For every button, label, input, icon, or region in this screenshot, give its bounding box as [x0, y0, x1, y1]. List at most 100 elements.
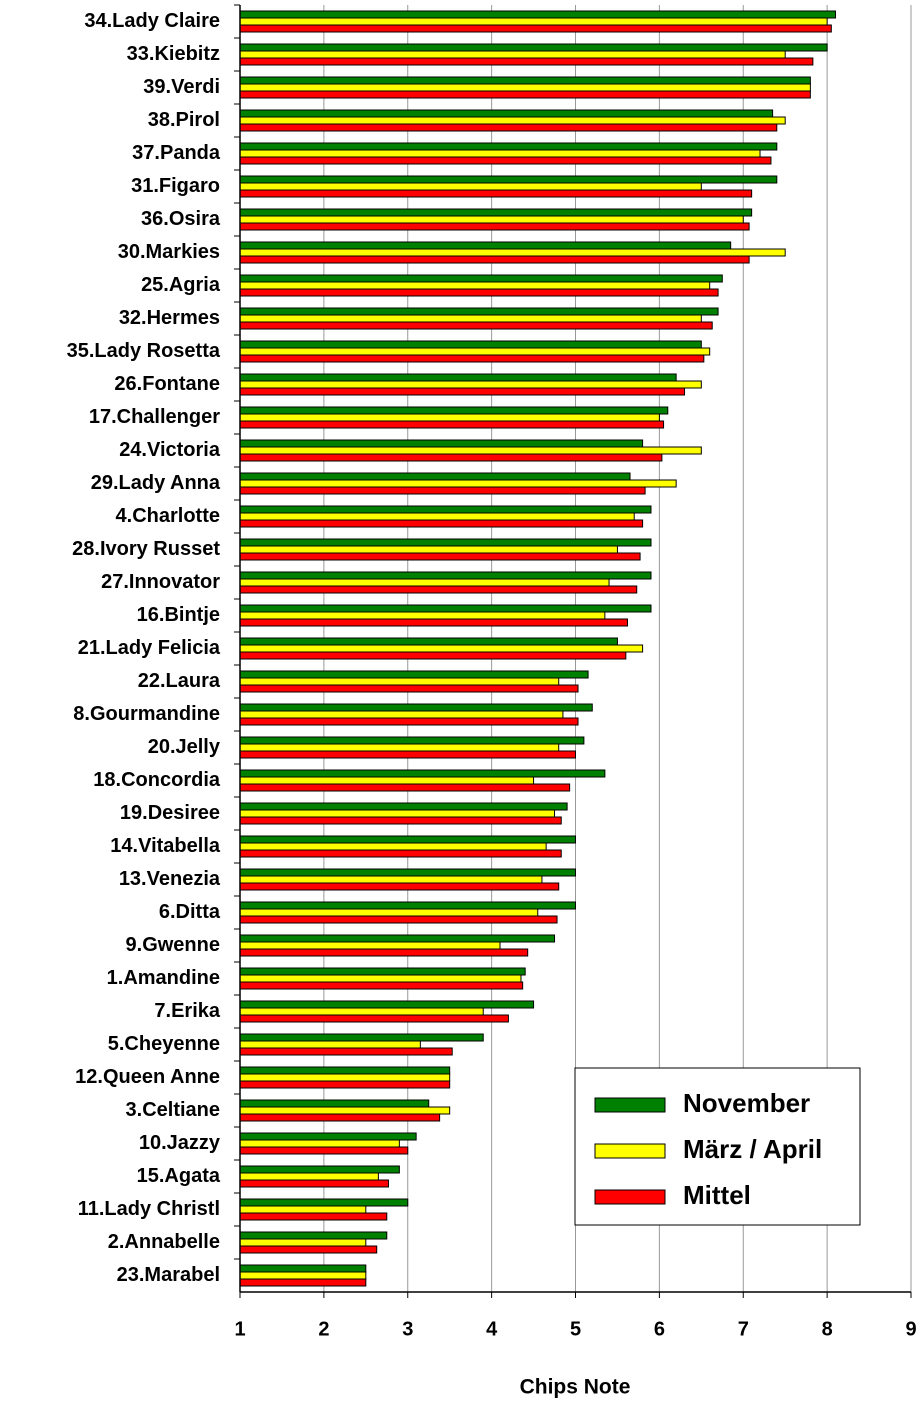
bar — [239, 479, 677, 488]
bar — [239, 149, 761, 158]
bar — [239, 406, 669, 415]
bar — [239, 571, 652, 580]
y-tick-label: 35.Lady Rosetta — [67, 340, 221, 362]
y-tick-label: 33.Kiebitz — [127, 43, 220, 65]
bar — [239, 1047, 453, 1056]
bar — [239, 717, 579, 726]
x-tick-label: 7 — [738, 1318, 749, 1340]
bar — [239, 1040, 421, 1049]
x-tick-label: 6 — [654, 1318, 665, 1340]
y-tick-label: 16.Bintje — [137, 604, 220, 626]
bar — [239, 307, 719, 316]
legend-swatch — [594, 1189, 666, 1205]
bar — [239, 215, 744, 224]
bar — [239, 552, 641, 561]
y-tick-label: 36.Osira — [141, 208, 221, 230]
y-tick-label: 10.Jazzy — [139, 1132, 221, 1154]
legend-swatch — [594, 1097, 666, 1113]
bar — [239, 1245, 378, 1254]
y-tick-label: 5.Cheyenne — [108, 1033, 220, 1055]
bar — [239, 849, 562, 858]
x-tick-label: 2 — [318, 1318, 329, 1340]
bar — [239, 439, 644, 448]
y-tick-label: 29.Lady Anna — [91, 472, 221, 494]
bar — [239, 948, 529, 957]
legend-label: November — [683, 1088, 810, 1118]
bar — [239, 109, 774, 118]
x-tick-label: 4 — [486, 1318, 498, 1340]
bar — [239, 1007, 484, 1016]
bar — [239, 420, 665, 429]
bar — [239, 182, 702, 191]
x-tick-label: 1 — [234, 1318, 245, 1340]
bar — [239, 1113, 441, 1122]
bar — [239, 915, 558, 924]
bar — [239, 1139, 400, 1148]
bar — [239, 578, 610, 587]
bar — [239, 17, 828, 26]
bar — [239, 10, 837, 19]
y-tick-label: 14.Vitabella — [110, 835, 221, 857]
legend-label: März / April — [683, 1134, 822, 1164]
bar — [239, 24, 832, 33]
bar — [239, 1033, 484, 1042]
y-tick-label: 34.Lady Claire — [84, 10, 220, 32]
bar — [239, 347, 711, 356]
y-tick-label: 21.Lady Felicia — [78, 637, 221, 659]
bar — [239, 637, 618, 646]
bar — [239, 241, 732, 250]
bar — [239, 1099, 430, 1108]
bar — [239, 783, 571, 792]
bar — [239, 670, 589, 679]
bar — [239, 750, 576, 759]
bar — [239, 446, 702, 455]
bar — [239, 340, 702, 349]
bar — [239, 321, 713, 330]
y-tick-label: 18.Concordia — [93, 769, 221, 791]
bar — [239, 703, 593, 712]
bar — [239, 175, 778, 184]
y-tick-label: 24.Victoria — [119, 439, 221, 461]
bar — [239, 710, 564, 719]
bar — [239, 1271, 367, 1280]
y-tick-label: 20.Jelly — [148, 736, 221, 758]
bar — [239, 486, 646, 495]
bar — [239, 684, 579, 693]
y-tick-label: 39.Verdi — [143, 76, 220, 98]
bar — [239, 156, 772, 165]
bar — [239, 875, 543, 884]
bar — [239, 934, 556, 943]
bar — [239, 472, 631, 481]
y-tick-label: 27.Innovator — [101, 571, 220, 593]
bar — [239, 512, 635, 521]
bar — [239, 314, 702, 323]
x-tick-label: 9 — [905, 1318, 916, 1340]
bar — [239, 882, 560, 891]
y-tick-label: 23.Marabel — [117, 1264, 220, 1286]
bar — [239, 802, 568, 811]
bar — [239, 373, 677, 382]
bar — [239, 142, 778, 151]
bar — [239, 43, 828, 52]
bar — [239, 941, 501, 950]
bar — [239, 281, 711, 290]
bar — [239, 908, 539, 917]
bar — [239, 1172, 379, 1181]
y-tick-label: 28.Ivory Russet — [72, 538, 220, 560]
bar — [239, 1238, 367, 1247]
bar — [239, 1179, 389, 1188]
y-tick-label: 31.Figaro — [131, 175, 220, 197]
bar — [239, 974, 522, 983]
y-tick-label: 4.Charlotte — [116, 505, 220, 527]
bar — [239, 585, 638, 594]
y-tick-label: 22.Laura — [138, 670, 221, 692]
bar — [239, 387, 686, 396]
y-tick-label: 17.Challenger — [89, 406, 220, 428]
bar — [239, 1212, 388, 1221]
bar — [239, 835, 576, 844]
bar — [239, 1278, 367, 1287]
bar — [239, 901, 576, 910]
bar — [239, 519, 644, 528]
bar — [239, 677, 560, 686]
